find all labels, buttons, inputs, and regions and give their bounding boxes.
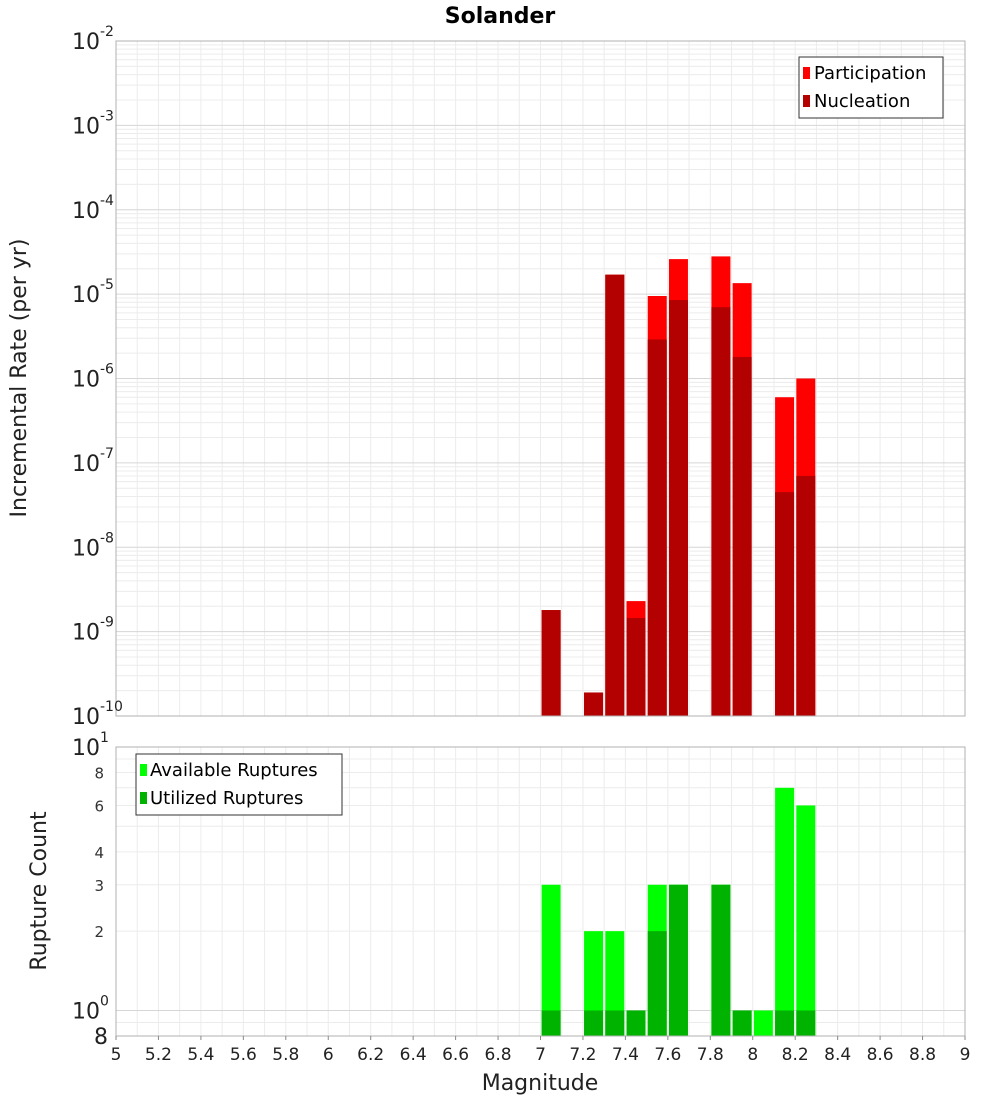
legend-swatch-utilized-ruptures (140, 792, 147, 804)
x-tick-7.6: 7.6 (654, 1045, 681, 1065)
top-bars (541, 256, 816, 716)
legend-label-nucleation: Nucleation (814, 91, 910, 112)
bottom-y-axis-label: Rupture Count (27, 811, 52, 971)
top-y-tick--3: 10-3 (72, 108, 114, 139)
bottom-y-tick-2: 2 (94, 923, 104, 941)
x-tick-5.2: 5.2 (145, 1045, 172, 1065)
top-bar-nucleation-7.55 (647, 339, 667, 716)
bottom-bar-utilized-ruptures-8.15 (775, 1010, 795, 1036)
top-bar-nucleation-7.45 (626, 618, 646, 716)
top-y-tick--10: 10-10 (72, 699, 123, 730)
top-y-tick--5: 10-5 (72, 277, 114, 308)
bottom-bar-utilized-ruptures-7.55 (647, 931, 667, 1036)
bottom-bar-utilized-ruptures-7.05 (541, 1010, 561, 1036)
top-y-tick--6: 10-6 (72, 362, 114, 393)
x-axis-label: Magnitude (482, 1071, 599, 1096)
bottom-bar-available-ruptures-8.25 (796, 805, 816, 1036)
x-tick-7.4: 7.4 (612, 1045, 639, 1065)
chart-title: Solander (445, 4, 556, 29)
bottom-legend: Available Ruptures Utilized Ruptures (135, 753, 343, 816)
bottom-bar-utilized-ruptures-7.35 (605, 1010, 625, 1036)
bottom-y-tick-8: 8 (94, 765, 104, 783)
top-bar-nucleation-7.05 (541, 610, 561, 716)
top-y-tick--4: 10-4 (72, 193, 114, 224)
x-tick-8.6: 8.6 (867, 1045, 894, 1065)
top-y-axis-label: Incremental Rate (per yr) (7, 239, 32, 518)
bottom-bar-utilized-ruptures-7.25 (584, 1010, 604, 1036)
top-y-tick-labels: 10-10 10-9 10-8 10-7 10-6 10-5 10-4 10-3 10-2 (72, 24, 123, 730)
bottom-bar-available-ruptures-7.05 (541, 884, 561, 1036)
x-tick-7.8: 7.8 (697, 1045, 724, 1065)
x-tick-6.6: 6.6 (442, 1045, 469, 1065)
x-tick-8.8: 8.8 (909, 1045, 936, 1065)
x-tick-6: 6 (323, 1045, 334, 1065)
x-tick-7.2: 7.2 (569, 1045, 596, 1065)
x-tick-8: 8 (747, 1045, 758, 1065)
top-bar-nucleation-8.15 (775, 492, 795, 716)
bottom-bar-available-ruptures-7.25 (584, 931, 604, 1036)
top-y-tick--9: 10-9 (72, 615, 114, 646)
top-grid (115, 41, 966, 717)
bottom-y-tick-6: 6 (94, 797, 104, 815)
top-bar-nucleation-7.35 (605, 274, 625, 716)
legend-swatch-available-ruptures (140, 764, 147, 776)
top-legend: Participation Nucleation (798, 56, 944, 119)
bottom-bar-available-ruptures-8.15 (775, 787, 795, 1036)
bottom-bar-utilized-ruptures-8.25 (796, 1010, 816, 1036)
bottom-bars (541, 787, 816, 1036)
bottom-bar-utilized-ruptures-7.95 (732, 1010, 752, 1036)
top-bar-nucleation-7.25 (584, 692, 604, 716)
bottom-y-tick-3: 3 (94, 877, 104, 895)
legend-label-utilized-ruptures: Utilized Ruptures (150, 788, 303, 809)
x-tick-6.2: 6.2 (357, 1045, 384, 1065)
top-bar-nucleation-7.95 (732, 356, 752, 716)
x-tick-5: 5 (111, 1045, 122, 1065)
bottom-y-tick-4: 4 (94, 844, 104, 862)
bottom-bar-utilized-ruptures-7.65 (668, 884, 688, 1036)
top-bar-nucleation-7.65 (668, 300, 688, 716)
x-tick-6.8: 6.8 (485, 1045, 512, 1065)
x-tick-8.2: 8.2 (782, 1045, 809, 1065)
x-tick-5.8: 5.8 (272, 1045, 299, 1065)
x-tick-9: 9 (960, 1045, 971, 1065)
top-bar-nucleation-8.25 (796, 475, 816, 716)
x-tick-5.4: 5.4 (187, 1045, 214, 1065)
bottom-y-tick-10e0: 100 (72, 993, 109, 1024)
bottom-legend-box (135, 753, 343, 816)
top-y-tick--7: 10-7 (72, 446, 114, 477)
bottom-bar-available-ruptures-7.35 (605, 931, 625, 1036)
bottom-bar-available-ruptures-8.05 (753, 1010, 773, 1036)
top-bar-nucleation-7.85 (711, 307, 731, 716)
legend-swatch-participation (803, 67, 810, 79)
bottom-y-tick-bottom: 8 (94, 1025, 108, 1050)
legend-swatch-nucleation (803, 95, 810, 107)
top-legend-box (798, 56, 944, 119)
top-y-tick--2: 10-2 (72, 24, 114, 55)
x-tick-5.6: 5.6 (230, 1045, 257, 1065)
bottom-y-tick-10e1: 101 (72, 730, 109, 761)
bottom-bar-utilized-ruptures-7.45 (626, 1010, 646, 1036)
x-tick-8.4: 8.4 (824, 1045, 851, 1065)
legend-label-available-ruptures: Available Ruptures (150, 760, 318, 781)
top-y-tick--8: 10-8 (72, 530, 114, 561)
bottom-bar-utilized-ruptures-7.85 (711, 884, 731, 1036)
top-plot-panel: 10-10 10-9 10-8 10-7 10-6 10-5 10-4 10-3 10-2 In… (7, 24, 966, 730)
x-tick-6.4: 6.4 (400, 1045, 427, 1065)
legend-label-participation: Participation (814, 63, 926, 84)
x-tick-7: 7 (535, 1045, 546, 1065)
x-tick-labels: 5 5.2 5.4 5.6 5.8 6 6.2 6.4 6.6 6.8 7 7.2 7.4 7.6 7.8 8… (111, 1036, 971, 1065)
